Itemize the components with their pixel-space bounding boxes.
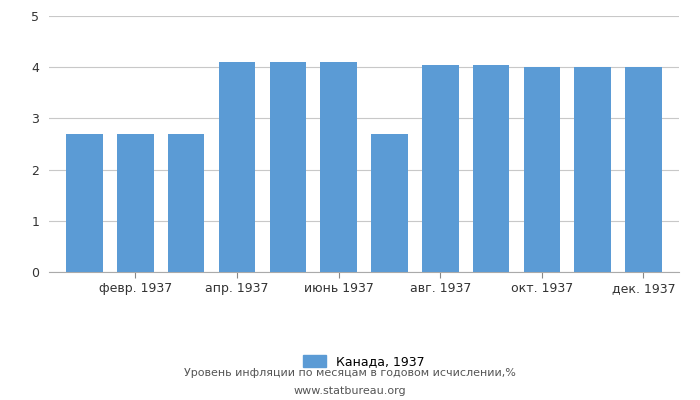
Bar xyxy=(321,62,357,272)
Bar xyxy=(422,65,458,272)
Bar xyxy=(218,62,256,272)
Bar xyxy=(168,134,204,272)
Bar xyxy=(473,65,510,272)
Bar xyxy=(117,134,154,272)
Bar xyxy=(371,134,407,272)
Text: www.statbureau.org: www.statbureau.org xyxy=(294,386,406,396)
Text: Уровень инфляции по месяцам в годовом исчислении,%: Уровень инфляции по месяцам в годовом ис… xyxy=(184,368,516,378)
Bar xyxy=(524,67,560,272)
Bar xyxy=(270,62,306,272)
Bar xyxy=(574,67,611,272)
Bar xyxy=(66,134,103,272)
Bar xyxy=(625,67,662,272)
Legend: Канада, 1937: Канада, 1937 xyxy=(298,350,430,373)
